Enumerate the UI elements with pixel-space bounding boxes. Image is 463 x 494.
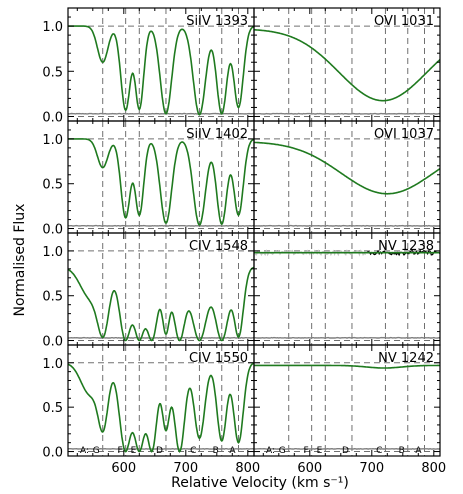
component-label: A [415,446,422,456]
panel-title: OVI 1037 [374,127,434,142]
y-tick-label: 1.0 [42,245,63,260]
panel-nv-1238: NV 1238 [253,232,441,346]
y-tick-label: 0.0 [42,223,63,238]
x-tick-label: 800 [421,461,446,476]
panel-siiv-1402: 0.0 0.5 1.0 SiIV 1402 [42,120,255,238]
y-tick-label: 1.0 [42,133,63,148]
x-tick-labels: 600 700 800 600 700 800 [111,461,446,476]
y-tick-label: 0.5 [42,178,63,193]
component-label: E [131,446,137,456]
component-label: G [93,446,100,456]
component-label: C [190,446,196,456]
component-label: B [399,446,405,456]
component-label: B [213,446,219,456]
y-tick-label: 1.0 [42,20,63,35]
y-tick-label: 1.0 [42,357,63,372]
model-fit [254,141,440,195]
component-legend: A: [80,446,89,456]
component-label: D [156,446,163,456]
component-label: F [117,446,122,456]
panel-title: NV 1238 [378,239,434,254]
component-label: G [279,446,286,456]
y-tick-label: 0.5 [42,290,63,305]
panel-civ-1548: 0.0 0.5 1.0 CIV 1548 [42,232,255,350]
x-axis-label: Relative Velocity (km s⁻¹) [171,475,349,491]
y-tick-label: 0.0 [42,446,63,461]
masked-spectrum [254,249,367,257]
panel-ovi-1037: OVI 1037 [253,120,441,234]
x-tick-label: 700 [359,461,384,476]
model-fit [254,28,440,102]
panel-title: SiIV 1393 [186,14,248,29]
error-spectrum [254,112,440,115]
panel-title: CIV 1548 [189,239,248,254]
y-tick-label: 0.0 [42,110,63,125]
component-label: F [303,446,308,456]
panel-title: CIV 1550 [189,351,248,366]
y-tick-label: 0.0 [42,335,63,350]
y-axis-label: Normalised Flux [12,204,28,317]
panel-siiv-1393: 0.0 0.5 1.0 SiIV 1393 [42,7,255,125]
component-label: A [229,446,236,456]
model-fit [68,362,254,453]
component-label: D [342,446,349,456]
panel-title: OVI 1031 [374,14,434,29]
model-fit [68,25,254,116]
panel-title: SiIV 1402 [186,127,248,142]
component-label: E [317,446,323,456]
error-spectrum [68,224,254,227]
component-label: C [376,446,382,456]
panel-civ-1550: 0.0 0.5 1.0 CIV 1550 A: AB C D EF G [42,344,255,461]
x-tick-label: 700 [173,461,198,476]
panel-grid: 0.0 0.5 1.0 SiIV 1393 OVI 1031 0.0 0.5 1.0 SiIV … [42,7,441,461]
panel-ovi-1031: OVI 1031 [253,7,441,122]
model-fit [254,364,440,369]
x-tick-label: 600 [111,461,136,476]
panel-nv-1242: NV 1242 A: AB C D EF G [253,344,441,457]
component-legend: A: [266,446,275,456]
panel-title: NV 1242 [378,351,434,366]
error-spectrum [68,112,254,115]
model-fit [68,138,254,226]
error-spectrum [254,224,440,227]
panel-frame [253,344,441,457]
y-tick-label: 0.5 [42,65,63,80]
error-spectrum [254,336,440,339]
x-tick-label: 800 [235,461,260,476]
x-tick-label: 600 [297,461,322,476]
model-fit [68,266,254,342]
y-tick-label: 0.5 [42,401,63,416]
